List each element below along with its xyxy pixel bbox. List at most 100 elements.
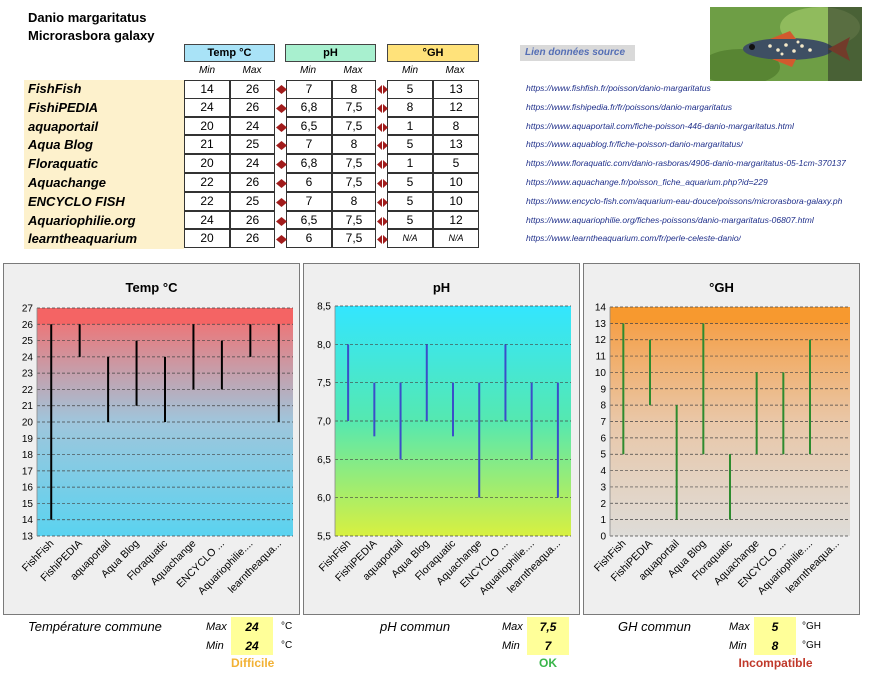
- cell-tmin: 22: [184, 191, 230, 211]
- range-arrow-icon: [276, 235, 287, 245]
- cell-ghmin: 8: [387, 97, 433, 117]
- cell-tmin: 22: [184, 173, 230, 192]
- cell-tmax: 24: [230, 116, 275, 136]
- range-double-arrow-icon: [377, 141, 388, 151]
- range-double-arrow-icon: [377, 216, 388, 226]
- temp-chart-panel: Temp °C 13 14 15 16 17 18 19 20 21 22 23 24 25 26 27 Fi…: [3, 263, 300, 615]
- temp-max-value: 24: [231, 617, 273, 637]
- cell-phmax: 7,5: [332, 229, 376, 249]
- source-link[interactable]: https://www.fishfish.fr/poisson/danio-ma…: [526, 83, 711, 93]
- cell-ghmax: 10: [433, 173, 479, 192]
- source-name: ENCYCLO FISH: [28, 193, 125, 209]
- plot-top-band: [37, 308, 293, 325]
- source-link[interactable]: https://www.fishipedia.fr/fr/poissons/da…: [526, 101, 732, 112]
- y-tick-label: 19: [22, 434, 34, 445]
- y-tick-label: 20: [22, 418, 34, 429]
- cell-tmin: 24: [184, 97, 230, 117]
- y-tick-label: 22: [22, 385, 34, 396]
- gh-max-value: 5: [754, 617, 796, 637]
- range-arrow-icon: [276, 197, 287, 207]
- y-tick-label: 14: [22, 515, 34, 526]
- cell-phmin: 6: [286, 173, 332, 192]
- cell-phmin: 6,8: [286, 97, 332, 117]
- cell-phmin: 7: [286, 135, 332, 155]
- gh-chart-panel: °GH 0 1 2 3 4 5 6 7 8 9 10 11 12 13 14 FishFish FishiPED…: [583, 263, 860, 615]
- gh-min-summary-label: Min: [729, 640, 747, 652]
- ph-min-value: 7: [527, 637, 569, 655]
- gh-unit-min: °GH: [802, 640, 821, 651]
- cell-phmax: 7,5: [332, 154, 376, 173]
- source-name: FishiPEDIA: [28, 99, 99, 115]
- y-tick-label: 17: [22, 466, 34, 477]
- y-tick-label: 26: [22, 320, 34, 331]
- ph-max-summary-label: Max: [502, 621, 523, 633]
- range-double-arrow-icon: [377, 103, 388, 113]
- cell-phmax: 7,5: [332, 173, 376, 192]
- header-gh: °GH: [387, 44, 479, 62]
- cell-ghmax: 13: [433, 80, 479, 99]
- cell-ghmax: 5: [433, 154, 479, 173]
- ph-summary-label: pH commun: [380, 619, 451, 634]
- y-tick-label: 2: [600, 499, 606, 510]
- cell-ghmax: 10: [433, 191, 479, 211]
- range-double-arrow-icon: [377, 179, 388, 188]
- source-name: Aqua Blog: [28, 137, 93, 153]
- cell-ghmin: 5: [387, 191, 433, 211]
- cell-phmin: 6,5: [286, 210, 332, 230]
- species-name: Danio margaritatus: [28, 10, 147, 25]
- cell-ghmin: 1: [387, 154, 433, 173]
- gh-chart-title: °GH: [709, 280, 734, 295]
- source-link[interactable]: https://www.encyclo-fish.com/aquarium-ea…: [526, 195, 843, 206]
- source-link[interactable]: https://www.floraquatic.com/danio-rasbor…: [526, 158, 846, 169]
- cell-phmin: 6: [286, 229, 332, 249]
- y-tick-label: 15: [22, 499, 34, 510]
- source-link[interactable]: https://www.aquariophilie.org/fiches-poi…: [526, 214, 814, 225]
- y-tick-label: 5: [600, 450, 606, 461]
- ph-max-value: 7,5: [527, 617, 569, 637]
- y-tick-label: 27: [22, 304, 34, 315]
- ph-chart-panel: pH 5,5 6,0 6,5 7,0 7,5 8,0 8,5 FishFish FishiPED…: [303, 263, 580, 615]
- ph-chart-title: pH: [432, 280, 451, 295]
- source-names-bg: [24, 80, 184, 249]
- y-tick-label: 6: [600, 433, 606, 444]
- y-tick-label: 1: [600, 515, 606, 526]
- cell-tmin: 24: [184, 210, 230, 230]
- source-link[interactable]: https://www.aquaportail.com/fiche-poisso…: [526, 120, 794, 131]
- range-double-arrow-icon: [377, 122, 388, 132]
- ph-status: OK: [539, 656, 557, 670]
- range-arrow-icon: [276, 141, 287, 151]
- source-name: learntheaquarium: [28, 231, 138, 247]
- cell-ghmin: 5: [387, 210, 433, 230]
- y-tick-label: 18: [22, 450, 34, 461]
- range-double-arrow-icon: [377, 85, 388, 94]
- source-link[interactable]: https://www.aquablog.fr/fiche-poisson-da…: [526, 139, 743, 150]
- cell-phmax: 8: [332, 191, 376, 211]
- temp-status: Difficile: [231, 656, 275, 670]
- temp-min-value: 24: [231, 637, 273, 655]
- temp-unit-min: °C: [281, 640, 293, 651]
- cell-ghmin: 5: [387, 173, 433, 192]
- cell-ghmin: N/A: [387, 229, 433, 249]
- y-tick-label: 8,0: [317, 340, 331, 351]
- cell-tmax: 24: [230, 154, 275, 173]
- range-arrow-icon: [276, 103, 287, 113]
- plot-top-band: [610, 307, 850, 324]
- cell-phmax: 8: [332, 135, 376, 155]
- temp-max-label: Max: [242, 65, 262, 76]
- y-tick-label: 24: [22, 352, 34, 363]
- y-tick-label: 0: [600, 532, 606, 543]
- temp-chart-title: Temp °C: [125, 280, 178, 295]
- temp-summary-label: Température commune: [28, 619, 162, 634]
- source-link[interactable]: https://www.aquachange.fr/poisson_fiche_…: [526, 177, 768, 187]
- cell-tmax: 25: [230, 135, 275, 155]
- range-double-arrow-icon: [377, 197, 388, 207]
- cell-ghmax: N/A: [433, 229, 479, 249]
- temp-min-label: Min: [198, 65, 216, 76]
- y-tick-label: 23: [22, 369, 34, 380]
- source-link[interactable]: https://www.learntheaquarium.com/fr/perl…: [526, 233, 741, 244]
- y-tick-label: 5,5: [317, 532, 331, 543]
- range-arrow-icon: [276, 122, 287, 132]
- y-tick-label: 7,0: [317, 417, 331, 428]
- cell-tmin: 20: [184, 116, 230, 136]
- species-synonym: Microrasbora galaxy: [28, 28, 155, 43]
